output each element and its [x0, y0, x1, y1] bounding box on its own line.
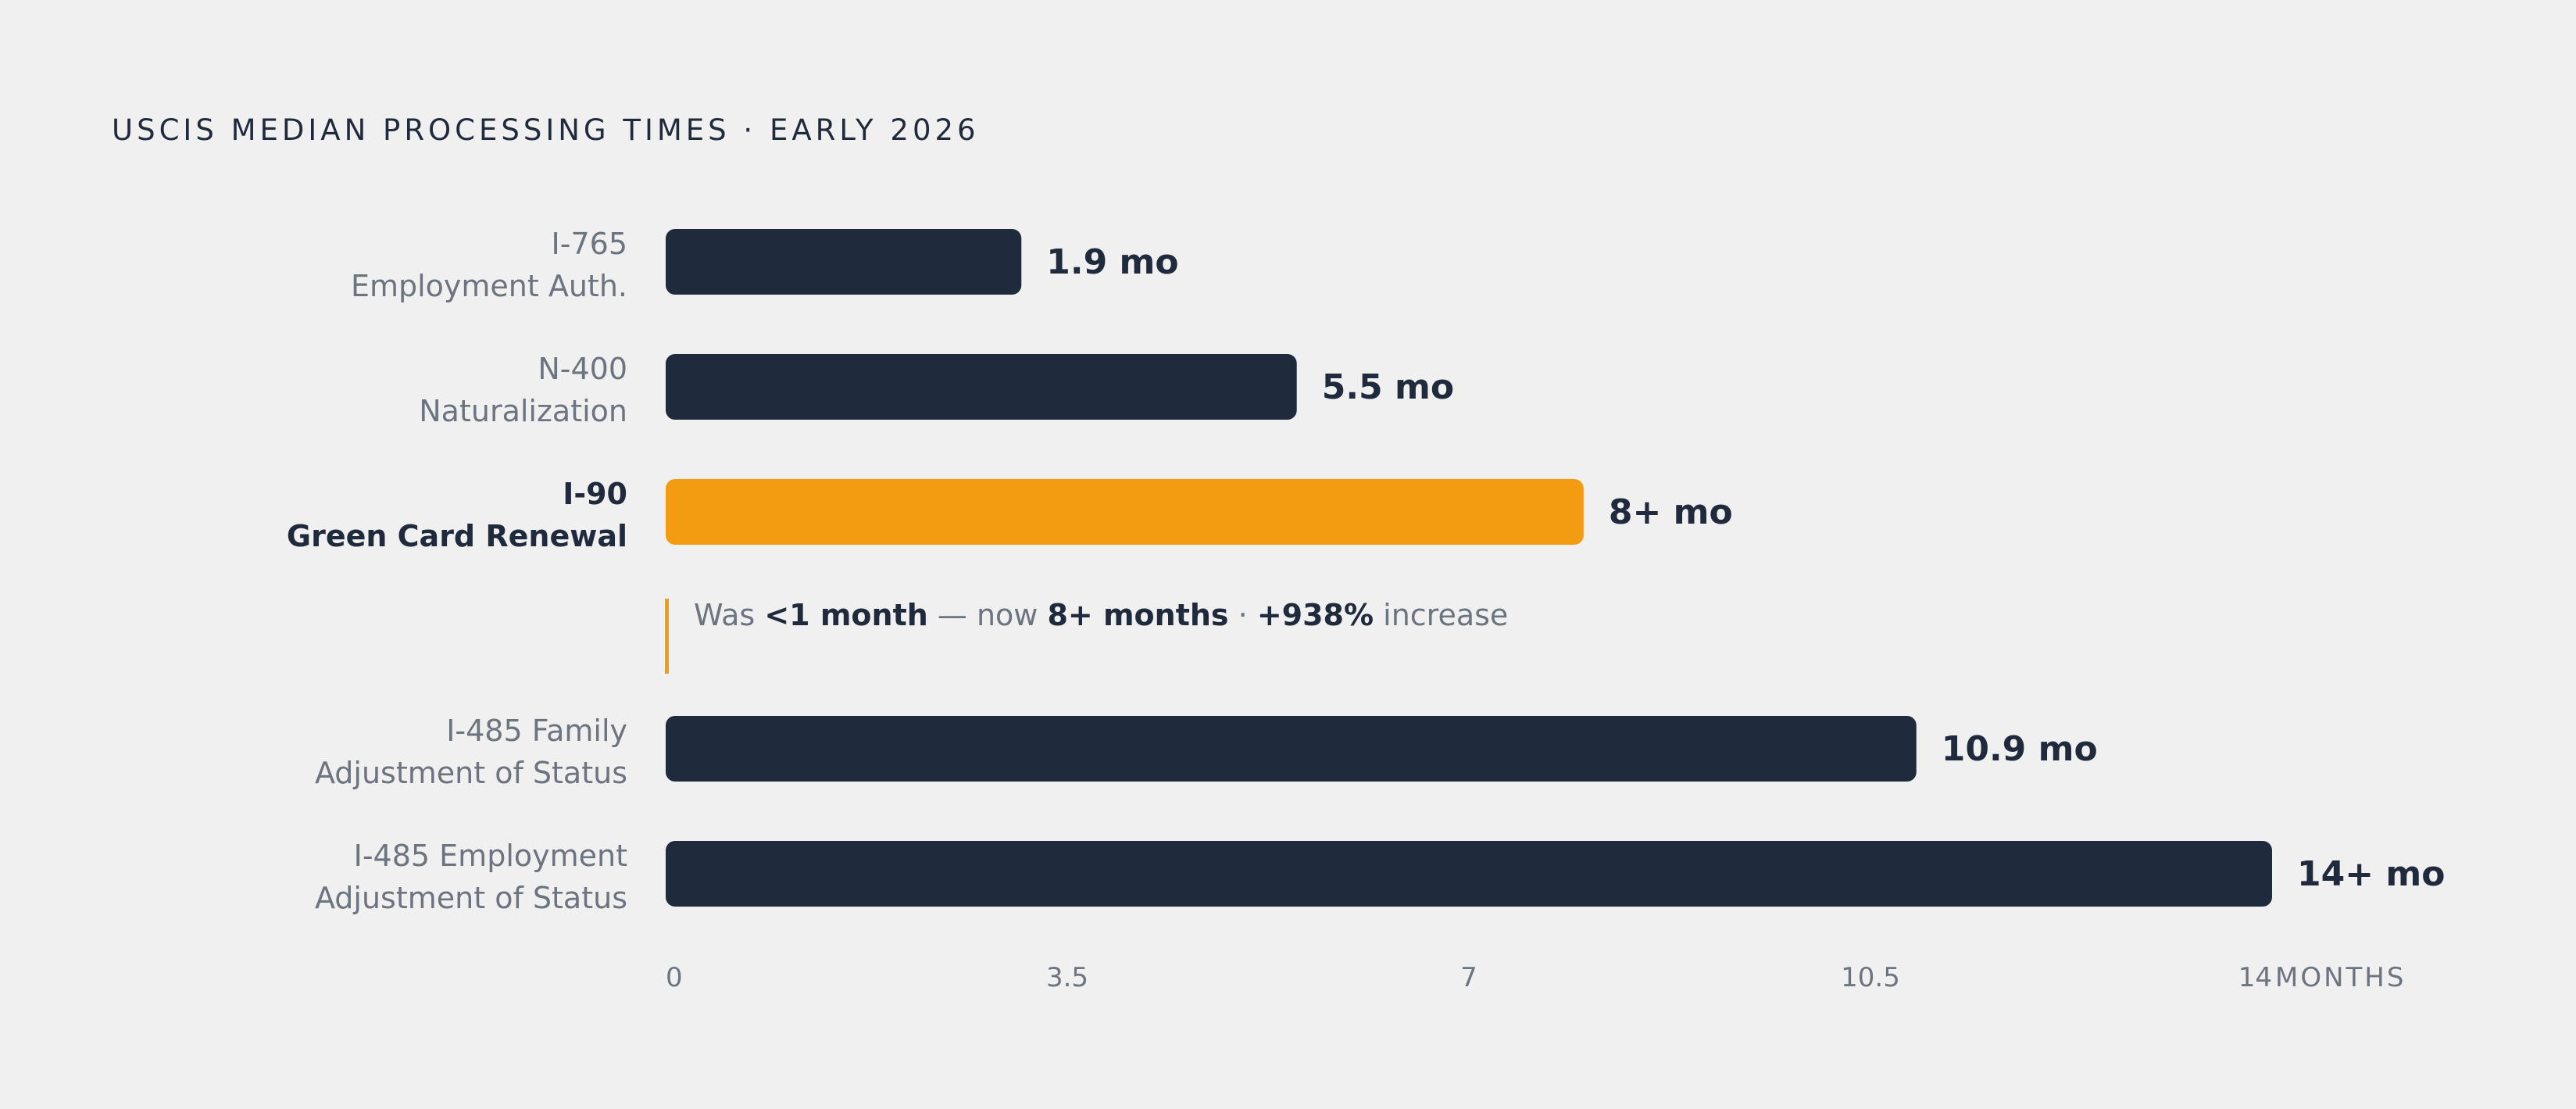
chart-title: USCIS MEDIAN PROCESSING TIMES · EARLY 20…: [112, 113, 980, 147]
value-label: 5.5 mo: [1322, 367, 1454, 407]
annotation-separator: ·: [1229, 598, 1257, 632]
annotation-now-value: 8+ months: [1047, 598, 1228, 632]
annotation-marker: [665, 599, 669, 674]
category-label-line1: I-485 Family: [446, 714, 627, 748]
category-label-line2: Green Card Renewal: [287, 519, 627, 553]
x-tick-label: 10.5: [1841, 962, 1900, 993]
value-label: 14+ mo: [2297, 854, 2446, 894]
category-label-line1: I-485 Employment: [354, 839, 627, 873]
annotation-was-prefix: Was: [694, 598, 764, 632]
category-label-line2: Employment Auth.: [351, 269, 627, 303]
bar: [666, 229, 1022, 295]
x-axis: 0 3.5 7 10.5 14 MONTHS: [666, 962, 2406, 993]
x-tick-label: 3.5: [1046, 962, 1088, 993]
value-label: 1.9 mo: [1046, 242, 1178, 282]
x-tick-label: 0: [666, 962, 683, 993]
category-label-line2: Adjustment of Status: [315, 881, 627, 915]
annotation-group: Was <1 month — now 8+ months · +938% inc…: [665, 598, 1508, 674]
x-tick-label: 7: [1460, 962, 1477, 993]
category-label-line2: Adjustment of Status: [315, 756, 627, 790]
value-label: 8+ mo: [1609, 492, 1733, 532]
bars-group: I-765 Employment Auth. 1.9 mo N-400 Naturali…: [287, 227, 2446, 915]
x-axis-unit: MONTHS: [2275, 962, 2406, 993]
category-label-line1: N-400: [538, 352, 627, 386]
annotation-now-prefix: — now: [928, 598, 1048, 632]
annotation-was-value: <1 month: [764, 598, 927, 632]
category-label-line2: Naturalization: [419, 394, 627, 428]
bar: [666, 479, 1584, 545]
category-label-line1: I-90: [563, 477, 627, 511]
annotation-text: Was <1 month — now 8+ months · +938% inc…: [694, 598, 1508, 632]
category-label-line1: I-765: [552, 227, 627, 261]
annotation-increase-suffix: increase: [1374, 598, 1508, 632]
bar: [666, 841, 2272, 907]
bar: [666, 716, 1917, 782]
annotation-increase-value: +938%: [1257, 598, 1374, 632]
x-tick-label: 14: [2238, 962, 2272, 993]
value-label: 10.9 mo: [1942, 729, 2098, 769]
bar: [666, 354, 1297, 420]
